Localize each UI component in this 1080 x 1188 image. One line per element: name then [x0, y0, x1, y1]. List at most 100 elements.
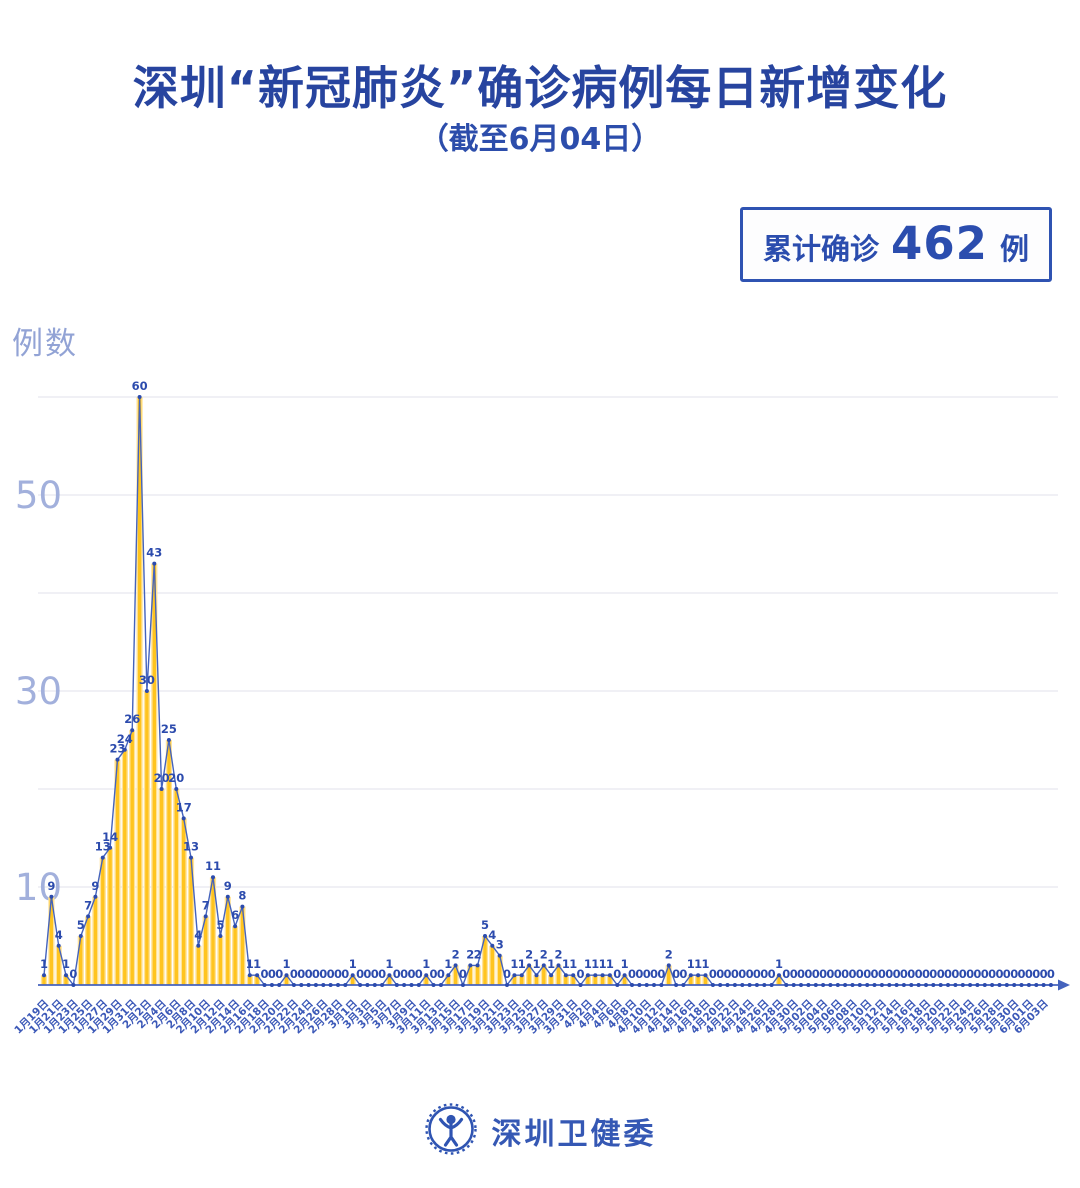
- svg-text:24: 24: [117, 732, 133, 746]
- svg-text:0: 0: [900, 967, 908, 981]
- svg-text:2: 2: [540, 947, 548, 961]
- badge-label: 累计确诊: [763, 232, 880, 266]
- svg-text:0: 0: [988, 967, 996, 981]
- svg-text:50: 50: [15, 474, 62, 517]
- svg-text:0: 0: [503, 967, 511, 981]
- svg-text:3: 3: [496, 938, 504, 952]
- svg-text:0: 0: [613, 967, 621, 981]
- svg-text:0: 0: [709, 967, 717, 981]
- svg-text:0: 0: [731, 967, 739, 981]
- svg-text:0: 0: [576, 967, 584, 981]
- svg-text:0: 0: [723, 967, 731, 981]
- svg-text:4: 4: [488, 928, 496, 942]
- svg-text:4: 4: [55, 928, 63, 942]
- svg-text:1: 1: [591, 957, 599, 971]
- svg-text:1: 1: [621, 957, 629, 971]
- svg-text:0: 0: [356, 967, 364, 981]
- chart-subtitle: （截至6月04日）: [418, 122, 662, 157]
- svg-text:5: 5: [77, 918, 85, 932]
- svg-text:9: 9: [91, 879, 99, 893]
- svg-text:0: 0: [1047, 967, 1055, 981]
- svg-text:0: 0: [973, 967, 981, 981]
- svg-text:0: 0: [327, 967, 335, 981]
- svg-text:0: 0: [305, 967, 313, 981]
- svg-text:0: 0: [959, 967, 967, 981]
- chart-title: 深圳“新冠肺炎”确诊病例每日新增变化: [132, 61, 948, 115]
- svg-text:8: 8: [238, 889, 246, 903]
- svg-text:11: 11: [205, 859, 221, 873]
- svg-text:0: 0: [848, 967, 856, 981]
- svg-text:1: 1: [606, 957, 614, 971]
- svg-text:20: 20: [154, 771, 170, 785]
- svg-text:2: 2: [466, 947, 474, 961]
- svg-text:2: 2: [474, 947, 482, 961]
- svg-text:1: 1: [349, 957, 357, 971]
- svg-text:4: 4: [194, 928, 202, 942]
- svg-text:0: 0: [870, 967, 878, 981]
- svg-text:0: 0: [628, 967, 636, 981]
- svg-text:0: 0: [459, 967, 467, 981]
- svg-text:30: 30: [15, 670, 62, 713]
- svg-text:1: 1: [532, 957, 540, 971]
- svg-text:0: 0: [804, 967, 812, 981]
- svg-text:0: 0: [312, 967, 320, 981]
- badge-unit: 例: [999, 232, 1029, 266]
- svg-text:1: 1: [547, 957, 555, 971]
- svg-text:0: 0: [334, 967, 342, 981]
- svg-text:6: 6: [231, 908, 239, 922]
- svg-text:0: 0: [841, 967, 849, 981]
- svg-text:2: 2: [452, 947, 460, 961]
- svg-text:0: 0: [819, 967, 827, 981]
- svg-text:0: 0: [922, 967, 930, 981]
- svg-text:0: 0: [371, 967, 379, 981]
- svg-text:0: 0: [1010, 967, 1018, 981]
- svg-text:0: 0: [650, 967, 658, 981]
- svg-text:0: 0: [1032, 967, 1040, 981]
- svg-text:7: 7: [202, 898, 210, 912]
- svg-text:0: 0: [672, 967, 680, 981]
- svg-text:0: 0: [951, 967, 959, 981]
- svg-text:1: 1: [253, 957, 261, 971]
- svg-text:5: 5: [216, 918, 224, 932]
- svg-text:0: 0: [407, 967, 415, 981]
- cumulative-confirmed-badge: 累计确诊 462 例: [740, 207, 1052, 282]
- svg-text:0: 0: [1017, 967, 1025, 981]
- svg-text:0: 0: [268, 967, 276, 981]
- svg-text:0: 0: [437, 967, 445, 981]
- svg-text:0: 0: [790, 967, 798, 981]
- svg-text:0: 0: [643, 967, 651, 981]
- svg-text:0: 0: [1003, 967, 1011, 981]
- svg-text:0: 0: [415, 967, 423, 981]
- svg-text:0: 0: [635, 967, 643, 981]
- svg-text:0: 0: [782, 967, 790, 981]
- svg-text:0: 0: [657, 967, 665, 981]
- svg-text:0: 0: [995, 967, 1003, 981]
- svg-text:43: 43: [146, 546, 162, 560]
- svg-text:30: 30: [139, 673, 155, 687]
- svg-text:0: 0: [893, 967, 901, 981]
- svg-text:1: 1: [246, 957, 254, 971]
- svg-text:0: 0: [856, 967, 864, 981]
- footer-org-name: 深圳卫健委: [491, 1117, 657, 1152]
- svg-text:0: 0: [826, 967, 834, 981]
- svg-text:1: 1: [510, 957, 518, 971]
- svg-text:20: 20: [168, 771, 184, 785]
- svg-text:1: 1: [385, 957, 393, 971]
- svg-text:23: 23: [109, 742, 125, 756]
- svg-text:1: 1: [694, 957, 702, 971]
- svg-text:0: 0: [915, 967, 923, 981]
- svg-text:0: 0: [812, 967, 820, 981]
- svg-text:0: 0: [981, 967, 989, 981]
- svg-text:0: 0: [1040, 967, 1048, 981]
- svg-text:0: 0: [1025, 967, 1033, 981]
- svg-text:1: 1: [687, 957, 695, 971]
- svg-text:0: 0: [797, 967, 805, 981]
- svg-text:13: 13: [183, 840, 199, 854]
- svg-text:0: 0: [297, 967, 305, 981]
- svg-text:1: 1: [40, 957, 48, 971]
- svg-text:0: 0: [69, 967, 77, 981]
- svg-text:0: 0: [966, 967, 974, 981]
